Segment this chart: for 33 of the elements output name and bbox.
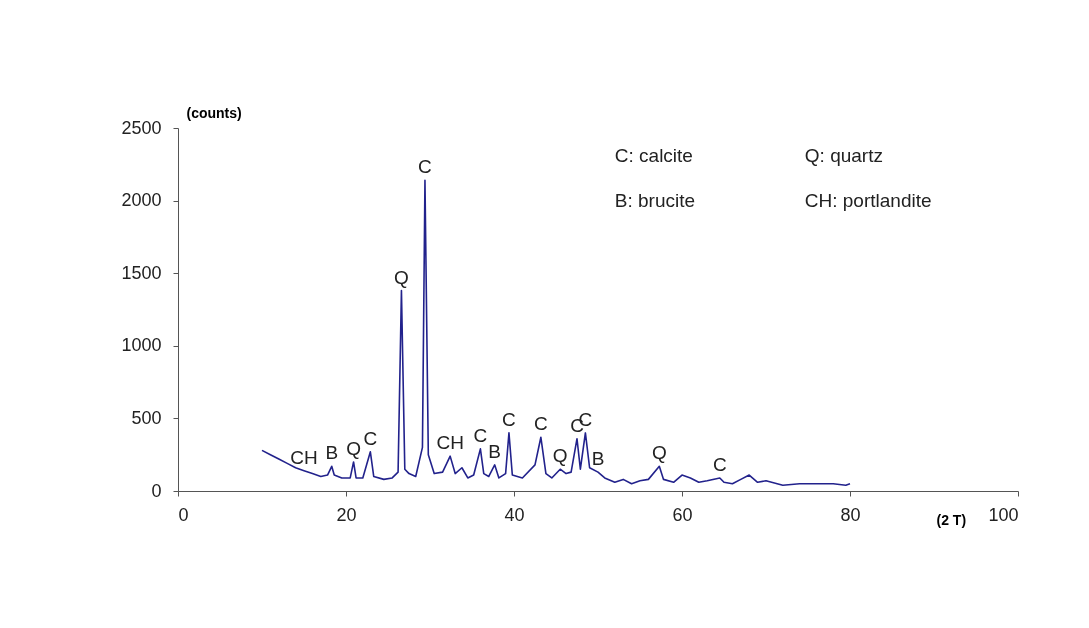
y-tick-label: 2500 [121,117,162,138]
annotation: CH: portlandite [804,190,932,211]
x-tick-label: 100 [988,504,1019,525]
annotation: C [534,413,548,435]
x-tick-label: 60 [672,504,693,525]
y-tick-label: 500 [131,407,162,428]
annotation: B [591,448,605,470]
y-tick-label: 1500 [121,262,162,283]
annotation: C [363,427,378,449]
x-tick-label: 20 [336,504,357,525]
annotation: C [418,156,432,178]
annotation: B: brucite [614,190,696,211]
annotation: Q: quartz [804,145,883,166]
annotation: C [473,424,488,446]
x-tick-label: 80 [840,504,861,525]
annotation: B [488,440,502,462]
y-tick-label: 1000 [121,335,162,356]
annotation: C [712,453,727,475]
annotation: Q [346,437,361,459]
x-axis-title: (2 T) [936,511,967,528]
y-tick-label: 0 [151,480,162,501]
x-tick-label: 0 [178,504,189,525]
annotation: CH [436,432,464,454]
annotation: C [502,408,516,430]
annotation: Q [651,442,667,464]
y-axis-title: (counts) [186,104,242,121]
annotation: B [325,442,339,464]
annotation: CH [290,446,318,468]
x-tick-label: 40 [504,504,525,525]
annotation: Q [394,266,409,288]
annotation: Q [552,445,568,467]
annotation: C: calcite [614,145,693,166]
y-tick-label: 2000 [121,190,162,211]
